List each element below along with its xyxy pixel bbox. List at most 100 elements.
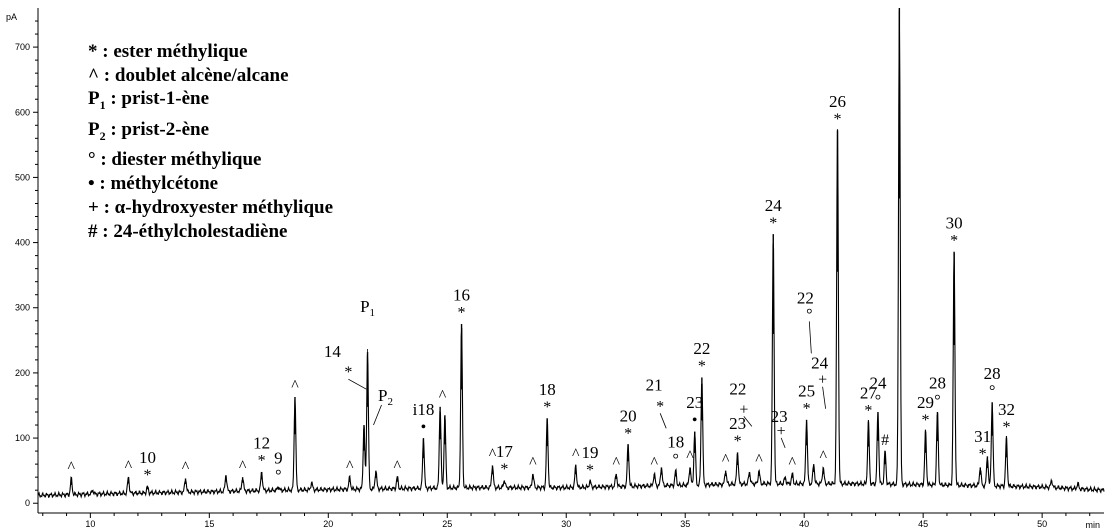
x-unit-label: min — [1085, 520, 1100, 530]
peak-symbol: # — [881, 432, 889, 449]
x-tick-label: 45 — [918, 519, 928, 529]
peak-symbol: ^ — [239, 458, 247, 475]
peak-label: 18 — [667, 432, 684, 451]
peak-label: 23 — [729, 414, 746, 433]
legend-item-hydroxyester: + : α-hydroxyester méthylique — [88, 196, 334, 218]
legend-item-doublet: ^ : doublet alcène/alcane — [88, 64, 289, 86]
peak-symbol: ^ — [489, 446, 497, 463]
leader-symbol: * — [656, 398, 664, 415]
peak-symbol: ° — [934, 393, 940, 410]
legend-item-ethylcholestadiene: # : 24-éthylcholestadiène — [88, 220, 288, 242]
axes: 10 15 20 25 30 35 40 45 50 min 0 100 200 300 400 500 600… — [6, 8, 1104, 530]
x-tick-label: 30 — [561, 519, 571, 529]
leader-line — [659, 413, 667, 429]
legend-item-diester: ° : diester méthylique — [88, 149, 262, 171]
leader-label: P1 — [360, 297, 375, 319]
peak-symbol: ° — [875, 393, 881, 410]
peak-symbol: * — [500, 461, 508, 478]
leader-label: 22 — [729, 379, 746, 398]
leader-label: 23 — [771, 407, 788, 426]
peak-label: 24 — [765, 196, 783, 215]
peak-symbol: ^ — [572, 446, 580, 463]
legend: * : ester méthylique ^ : doublet alcène/… — [88, 40, 333, 243]
peak-label: 25 — [798, 382, 815, 401]
peak-label: 26 — [829, 92, 846, 111]
leader-line — [822, 386, 826, 409]
peak-label: 12 — [253, 434, 270, 453]
peak-symbol: * — [979, 446, 987, 463]
peak-symbol: ^ — [686, 448, 694, 465]
peak-label: 27 — [860, 383, 878, 402]
peak-symbol: * — [834, 111, 842, 128]
peak-symbol: * — [586, 462, 594, 479]
x-tick-label: 10 — [85, 519, 95, 529]
peak-symbol: ^ — [182, 459, 190, 476]
peak-label: 23 — [686, 393, 703, 412]
peak-symbol: * — [143, 467, 151, 484]
peak-symbol: * — [950, 232, 958, 249]
peak-symbol: * — [734, 433, 742, 450]
x-tick-label: 15 — [204, 519, 214, 529]
y-tick-label: 100 — [15, 433, 30, 443]
y-tick-label: 0 — [25, 498, 30, 508]
leader-label: 14 — [324, 342, 342, 361]
peak-symbol: ^ — [125, 458, 133, 475]
leader-symbol: + — [818, 372, 827, 389]
peak-symbol: * — [1002, 419, 1010, 436]
leader-label: 22 — [797, 288, 814, 307]
peak-symbol: • — [421, 419, 427, 436]
peak-label: 24 — [869, 374, 887, 393]
leader-label-subscript: 1 — [370, 307, 376, 319]
peak-label: 22 — [693, 339, 710, 358]
peak-label: 20 — [620, 406, 637, 425]
leader-line — [743, 416, 753, 427]
peak-label: 30 — [946, 213, 963, 232]
peak-symbol: ^ — [722, 451, 730, 468]
peak-symbol: * — [803, 401, 811, 418]
peak-symbol: ^ — [789, 455, 797, 472]
peak-symbol: ^ — [68, 459, 76, 476]
leader-line — [373, 404, 382, 426]
peak-label: 17 — [496, 442, 514, 461]
chromatogram-trace — [37, 10, 1105, 499]
peak-symbol: * — [698, 358, 706, 375]
peak-symbol: * — [922, 412, 930, 429]
leader-symbol: ° — [806, 306, 812, 323]
peak-symbol: * — [864, 402, 872, 419]
y-unit-label: pA — [6, 12, 17, 22]
leader-line — [348, 378, 367, 390]
peak-label: 28 — [984, 364, 1001, 383]
peak-symbol: ^ — [651, 455, 659, 472]
peak-label: 32 — [998, 400, 1015, 419]
peak-symbol: ^ — [346, 458, 354, 475]
peak-symbol: ° — [672, 451, 678, 468]
peak-label: i18 — [413, 400, 435, 419]
leader-label: P2 — [378, 386, 393, 408]
peak-symbol: * — [769, 215, 777, 232]
peak-symbol: * — [258, 453, 266, 470]
peak-label: 28 — [929, 374, 946, 393]
leader-symbol: + — [739, 401, 748, 418]
y-tick-label: 600 — [15, 107, 30, 117]
legend-item-methylcetone: • : méthylcétone — [88, 173, 219, 195]
peak-label: 9 — [274, 449, 283, 468]
peak-label: 31 — [974, 427, 991, 446]
leader-symbol: * — [344, 364, 352, 381]
peak-symbol: * — [895, 0, 903, 7]
y-tick-label: 700 — [15, 42, 30, 52]
peak-label: 10 — [139, 448, 156, 467]
legend-item-ester: * : ester méthylique — [88, 41, 248, 62]
peak-symbol: ° — [989, 383, 995, 400]
trace-layer — [37, 8, 1105, 499]
peak-symbol: ^ — [394, 458, 402, 475]
peak-symbol: * — [458, 305, 466, 322]
peak-symbol: ^ — [529, 455, 537, 472]
y-tick-label: 500 — [15, 172, 30, 182]
peak-label: 19 — [582, 443, 599, 462]
y-tick-label: 200 — [15, 368, 30, 378]
leader-line — [780, 437, 786, 448]
peak-symbol: ^ — [439, 387, 447, 404]
y-tick-label: 400 — [15, 238, 30, 248]
leader-label-subscript: 2 — [387, 396, 393, 408]
